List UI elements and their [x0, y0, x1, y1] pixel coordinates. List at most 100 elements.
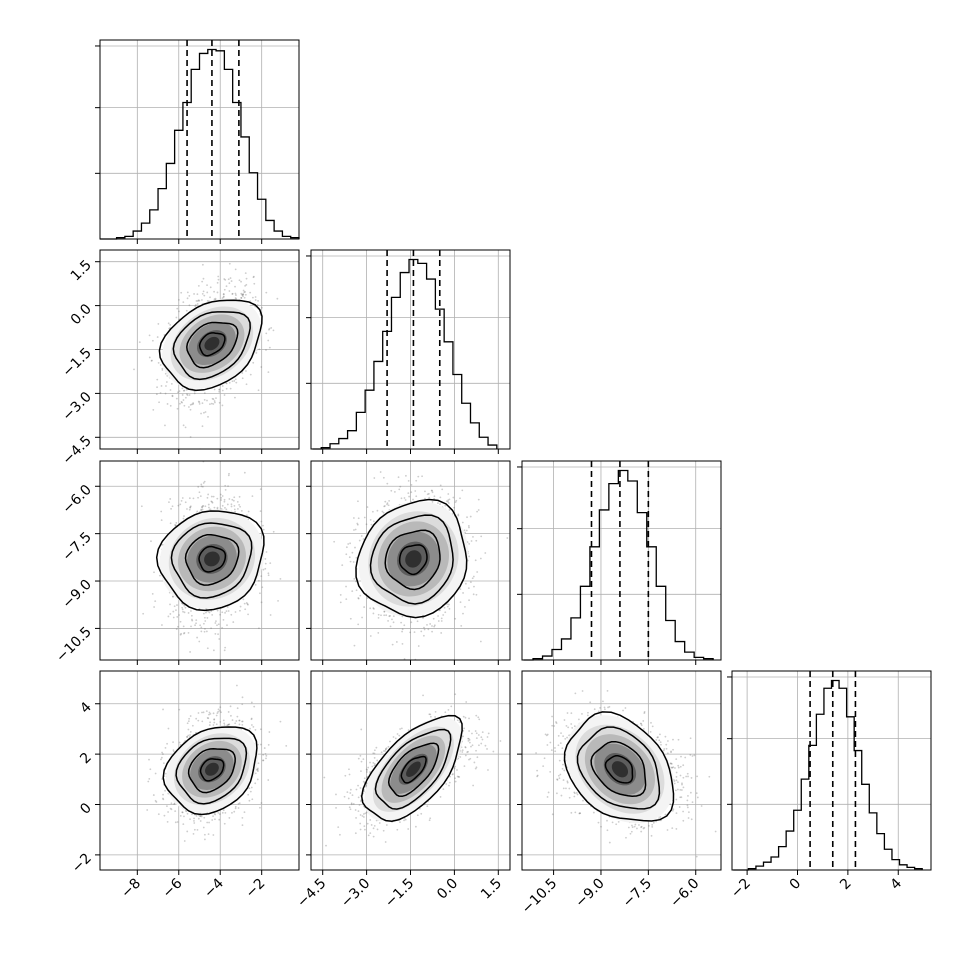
sample-point [156, 386, 158, 389]
sample-point [179, 633, 182, 636]
sample-point [181, 401, 183, 404]
sample-point [196, 300, 199, 302]
sample-point [433, 625, 436, 628]
sample-point [212, 649, 215, 652]
sample-point [468, 555, 471, 558]
sample-point [459, 497, 461, 500]
sample-point [254, 299, 257, 301]
sample-point [372, 612, 375, 615]
sample-point [448, 607, 451, 610]
sample-point [184, 606, 187, 609]
sample-point [178, 310, 180, 313]
sample-point [193, 820, 195, 822]
row4-col1-scatter [100, 671, 299, 870]
sample-point [469, 515, 472, 518]
sample-point [210, 402, 213, 405]
sample-point [463, 529, 466, 532]
sample-point [386, 502, 389, 505]
sample-point [206, 399, 208, 402]
sample-point [223, 394, 226, 396]
sample-point [339, 601, 342, 604]
sample-point [276, 297, 279, 300]
sample-point [444, 504, 447, 507]
sample-point [140, 505, 143, 508]
sample-point [443, 606, 446, 609]
sample-point [215, 397, 217, 400]
sample-point [403, 658, 406, 660]
sample-point [199, 495, 202, 498]
sample-point [398, 488, 401, 491]
sample-point [187, 632, 190, 634]
sample-point [199, 624, 202, 627]
sample-point [457, 514, 460, 517]
sample-point [183, 389, 186, 392]
sample-point [464, 531, 466, 534]
sample-point [169, 389, 172, 391]
sample-point [244, 284, 247, 287]
sample-point [219, 493, 222, 496]
sample-point [223, 498, 226, 501]
sample-point [161, 624, 163, 626]
sample-point [372, 520, 375, 523]
sample-point [262, 524, 264, 527]
sample-point [447, 499, 450, 502]
sample-point [382, 476, 385, 479]
sample-point [476, 571, 479, 573]
sample-point [207, 610, 210, 613]
sample-point [235, 294, 237, 296]
sample-point [202, 622, 205, 625]
sample-point [214, 401, 216, 404]
sample-point [386, 482, 389, 485]
sample-point [258, 627, 260, 630]
sample-point [439, 484, 442, 487]
sample-point [247, 510, 250, 513]
sample-point [172, 616, 175, 619]
sample-point [157, 361, 160, 364]
sample-point [177, 298, 180, 301]
sample-point [170, 382, 173, 385]
histogram-step [100, 48, 300, 240]
sample-point [165, 385, 167, 387]
sample-point [357, 623, 360, 626]
sample-point [246, 603, 249, 605]
sample-point [197, 485, 200, 488]
sample-point [234, 268, 237, 271]
sample-point [243, 602, 246, 605]
sample-point [187, 406, 190, 408]
sample-point [182, 632, 185, 635]
sample-point [203, 480, 206, 483]
sample-point [227, 485, 229, 488]
sample-point [152, 408, 155, 411]
sample-point [231, 292, 234, 295]
sample-point [218, 388, 221, 391]
sample-point [205, 630, 208, 633]
sample-point [363, 516, 366, 519]
sample-point [196, 636, 199, 639]
sample-point [433, 495, 436, 498]
sample-point [198, 401, 201, 403]
sample-point [240, 292, 243, 295]
sample-point [439, 609, 441, 612]
sample-point [405, 474, 407, 477]
sample-point [244, 293, 247, 296]
row3-col2-scatter [311, 461, 510, 660]
sample-point [233, 380, 236, 382]
sample-point [356, 523, 359, 526]
sample-point [176, 307, 179, 310]
sample-point [341, 564, 344, 567]
sample-point [265, 551, 268, 553]
sample-point [168, 327, 171, 330]
sample-point [387, 620, 389, 622]
sample-point [195, 300, 198, 302]
contour-line [384, 529, 441, 591]
sample-point [421, 616, 424, 619]
sample-point [403, 624, 406, 627]
sample-point [188, 508, 191, 511]
sample-point [210, 627, 212, 630]
sample-point [389, 614, 391, 617]
sample-point [354, 528, 357, 531]
sample-point [215, 620, 217, 623]
sample-point [430, 489, 433, 492]
sample-point [197, 299, 200, 302]
sample-point [243, 471, 246, 474]
